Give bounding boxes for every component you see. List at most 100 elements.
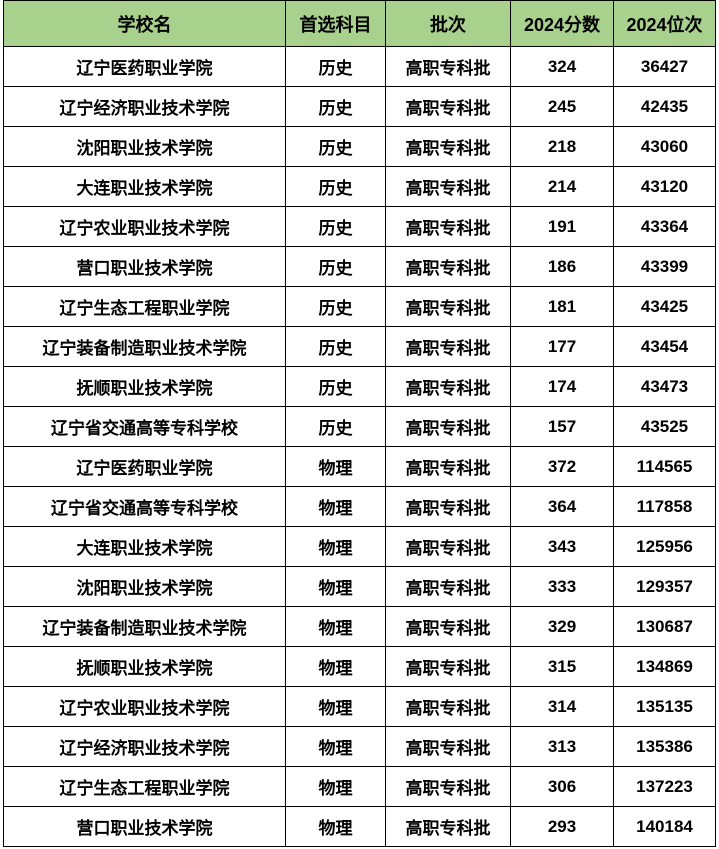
cell-batch: 高职专科批 (385, 166, 511, 207)
cell-rank: 43364 (613, 206, 716, 247)
cell-score: 191 (510, 206, 614, 247)
table-row: 辽宁医药职业学院 物理 高职专科批 372 114565 (3, 446, 716, 487)
cell-subject: 物理 (285, 606, 386, 647)
cell-score: 315 (510, 646, 614, 687)
cell-school: 辽宁省交通高等专科学校 (3, 486, 286, 527)
cell-school: 大连职业技术学院 (3, 526, 286, 567)
cell-school: 辽宁农业职业技术学院 (3, 206, 286, 247)
cell-rank: 114565 (613, 446, 716, 487)
cell-subject: 物理 (285, 566, 386, 607)
cell-rank: 130687 (613, 606, 716, 647)
cell-school: 辽宁农业职业技术学院 (3, 686, 286, 727)
cell-score: 157 (510, 406, 614, 447)
table-row: 辽宁省交通高等专科学校 物理 高职专科批 364 117858 (3, 486, 716, 527)
table-row: 抚顺职业技术学院 历史 高职专科批 174 43473 (3, 366, 716, 407)
table-row: 辽宁农业职业技术学院 物理 高职专科批 314 135135 (3, 686, 716, 727)
cell-score: 214 (510, 166, 614, 207)
cell-rank: 135386 (613, 726, 716, 767)
cell-rank: 43120 (613, 166, 716, 207)
cell-subject: 历史 (285, 206, 386, 247)
cell-school: 抚顺职业技术学院 (3, 646, 286, 687)
cell-batch: 高职专科批 (385, 46, 511, 87)
cell-rank: 134869 (613, 646, 716, 687)
cell-rank: 43399 (613, 246, 716, 287)
cell-score: 333 (510, 566, 614, 607)
cell-subject: 物理 (285, 446, 386, 487)
cell-rank: 43525 (613, 406, 716, 447)
cell-score: 245 (510, 86, 614, 127)
cell-subject: 历史 (285, 406, 386, 447)
cell-rank: 125956 (613, 526, 716, 567)
table-row: 辽宁省交通高等专科学校 历史 高职专科批 157 43525 (3, 406, 716, 447)
cell-school: 大连职业技术学院 (3, 166, 286, 207)
cell-subject: 物理 (285, 526, 386, 567)
cell-school: 辽宁生态工程职业学院 (3, 286, 286, 327)
cell-batch: 高职专科批 (385, 766, 511, 807)
cell-batch: 高职专科批 (385, 686, 511, 727)
cell-batch: 高职专科批 (385, 806, 511, 847)
table-row: 沈阳职业技术学院 历史 高职专科批 218 43060 (3, 126, 716, 167)
cell-score: 313 (510, 726, 614, 767)
cell-batch: 高职专科批 (385, 286, 511, 327)
cell-school: 辽宁生态工程职业学院 (3, 766, 286, 807)
column-header-rank: 2024位次 (613, 0, 716, 47)
table-row: 辽宁装备制造职业技术学院 物理 高职专科批 329 130687 (3, 606, 716, 647)
cell-subject: 历史 (285, 326, 386, 367)
cell-school: 抚顺职业技术学院 (3, 366, 286, 407)
cell-batch: 高职专科批 (385, 446, 511, 487)
table-row: 营口职业技术学院 历史 高职专科批 186 43399 (3, 246, 716, 287)
cell-subject: 历史 (285, 86, 386, 127)
table-row: 辽宁经济职业技术学院 历史 高职专科批 245 42435 (3, 86, 716, 127)
cell-school: 沈阳职业技术学院 (3, 566, 286, 607)
cell-score: 314 (510, 686, 614, 727)
cell-batch: 高职专科批 (385, 646, 511, 687)
cell-subject: 物理 (285, 686, 386, 727)
cell-rank: 137223 (613, 766, 716, 807)
cell-rank: 43454 (613, 326, 716, 367)
cell-rank: 42435 (613, 86, 716, 127)
cell-score: 329 (510, 606, 614, 647)
column-header-subject: 首选科目 (285, 0, 386, 47)
cell-school: 辽宁省交通高等专科学校 (3, 406, 286, 447)
cell-batch: 高职专科批 (385, 486, 511, 527)
table-row: 辽宁经济职业技术学院 物理 高职专科批 313 135386 (3, 726, 716, 767)
cell-batch: 高职专科批 (385, 566, 511, 607)
table-row: 辽宁装备制造职业技术学院 历史 高职专科批 177 43454 (3, 326, 716, 367)
cell-school: 沈阳职业技术学院 (3, 126, 286, 167)
cell-batch: 高职专科批 (385, 526, 511, 567)
admission-score-table: 学校名 首选科目 批次 2024分数 2024位次 辽宁医药职业学院 历史 高职专科… (3, 0, 716, 847)
cell-subject: 物理 (285, 486, 386, 527)
cell-school: 辽宁装备制造职业技术学院 (3, 606, 286, 647)
cell-subject: 历史 (285, 366, 386, 407)
table-row: 辽宁生态工程职业学院 历史 高职专科批 181 43425 (3, 286, 716, 327)
table-row: 辽宁医药职业学院 历史 高职专科批 324 36427 (3, 46, 716, 87)
cell-school: 辽宁医药职业学院 (3, 46, 286, 87)
admission-score-table-container: 学校名 首选科目 批次 2024分数 2024位次 辽宁医药职业学院 历史 高职专科… (3, 0, 716, 847)
cell-score: 181 (510, 286, 614, 327)
table-header: 学校名 首选科目 批次 2024分数 2024位次 (3, 0, 716, 47)
cell-rank: 36427 (613, 46, 716, 87)
cell-batch: 高职专科批 (385, 406, 511, 447)
cell-score: 177 (510, 326, 614, 367)
cell-batch: 高职专科批 (385, 726, 511, 767)
cell-subject: 历史 (285, 126, 386, 167)
cell-score: 324 (510, 46, 614, 87)
header-row: 学校名 首选科目 批次 2024分数 2024位次 (3, 0, 716, 47)
cell-rank: 117858 (613, 486, 716, 527)
cell-subject: 历史 (285, 46, 386, 87)
table-row: 辽宁生态工程职业学院 物理 高职专科批 306 137223 (3, 766, 716, 807)
column-header-score: 2024分数 (510, 0, 614, 47)
cell-score: 372 (510, 446, 614, 487)
cell-score: 293 (510, 806, 614, 847)
cell-rank: 43425 (613, 286, 716, 327)
cell-score: 186 (510, 246, 614, 287)
cell-subject: 物理 (285, 646, 386, 687)
table-row: 营口职业技术学院 物理 高职专科批 293 140184 (3, 806, 716, 847)
cell-subject: 历史 (285, 246, 386, 287)
table-row: 沈阳职业技术学院 物理 高职专科批 333 129357 (3, 566, 716, 607)
cell-subject: 历史 (285, 286, 386, 327)
cell-batch: 高职专科批 (385, 246, 511, 287)
cell-batch: 高职专科批 (385, 326, 511, 367)
cell-school: 辽宁医药职业学院 (3, 446, 286, 487)
cell-batch: 高职专科批 (385, 366, 511, 407)
